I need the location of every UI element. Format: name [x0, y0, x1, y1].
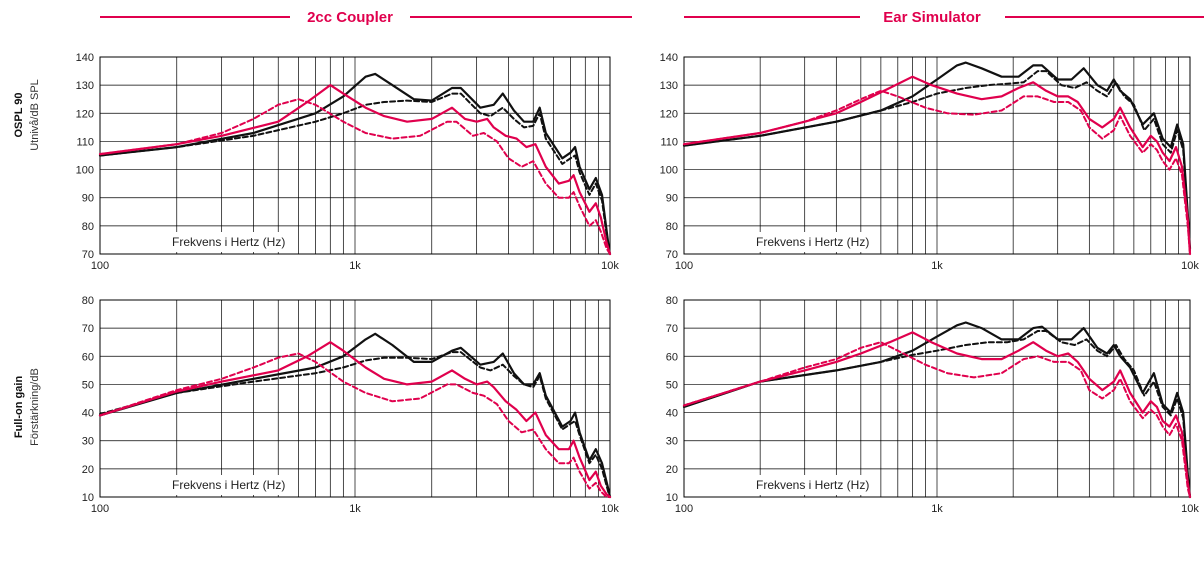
y-tick-label: 130: [660, 80, 678, 92]
y-tick-label: 60: [666, 351, 678, 363]
series-red-solid: [682, 331, 1192, 499]
row-title: OSPL 90: [13, 92, 25, 137]
x-tick-label: 100: [675, 260, 693, 272]
x-axis-label-bg: [168, 232, 296, 252]
column-title: 2cc Coupler: [307, 9, 393, 26]
series-red-solid: [98, 341, 612, 499]
x-tick-label: 1k: [349, 260, 361, 272]
series-red-solid: [98, 84, 612, 256]
y-tick-label: 140: [76, 52, 94, 64]
plot-frame: [683, 56, 1191, 255]
series-black-dashed: [683, 330, 1191, 498]
y-tick-label: 50: [82, 379, 94, 391]
series-red-dashed: [683, 89, 1191, 255]
x-axis-label-bg: [168, 475, 296, 495]
plot-frame: [683, 299, 1191, 498]
x-axis-label-bg: [752, 232, 880, 252]
series-black-dashed: [683, 70, 1191, 253]
chart-panel-1: 70 80 90 100 110 120 130 140 100 1k 10k Frekvens i …: [660, 52, 1200, 272]
x-tick-label: 100: [91, 260, 109, 272]
y-tick-label: 70: [666, 249, 678, 261]
series-black-dashed: [99, 351, 611, 498]
vertical-gridlines: [99, 300, 611, 497]
x-axis-label-text: Frekvens i Hertz (Hz): [756, 478, 869, 492]
vertical-gridlines: [683, 300, 1191, 497]
x-tick-label: 10k: [1181, 260, 1199, 272]
x-axis-label-bg: [752, 475, 880, 495]
row-label-ospl90: OSPL 90 Utnivå/dB SPL: [13, 79, 41, 151]
y-tick-label: 10: [82, 492, 94, 504]
y-tick-label: 110: [660, 136, 678, 148]
y-tick-label: 140: [660, 52, 678, 64]
y-tick-label: 80: [666, 221, 678, 233]
x-tick-label: 100: [91, 503, 109, 515]
x-axis-label: Frekvens i Hertz (Hz): [168, 475, 296, 495]
x-axis-label: Frekvens i Hertz (Hz): [168, 232, 296, 252]
x-axis-label: Frekvens i Hertz (Hz): [752, 475, 880, 495]
y-tick-label: 90: [82, 193, 94, 205]
y-tick-label: 50: [666, 379, 678, 391]
y-tick-label: 110: [76, 136, 94, 148]
y-tick-label: 30: [666, 436, 678, 448]
x-tick-label: 1k: [931, 503, 943, 515]
y-tick-label: 40: [82, 408, 94, 420]
row-subtitle: Utnivå/dB SPL: [29, 79, 41, 151]
x-tick-label: 100: [675, 503, 693, 515]
y-tick-label: 70: [82, 249, 94, 261]
y-tick-label: 80: [82, 295, 94, 307]
x-tick-label: 10k: [601, 260, 619, 272]
y-tick-label: 80: [666, 295, 678, 307]
x-axis-label: Frekvens i Hertz (Hz): [752, 232, 880, 252]
chart-panel-3: 10 20 30 40 50 60 70 80 100 1k 10k Frekvens i Hertz…: [666, 295, 1200, 515]
column-header-ear-simulator: Ear Simulator: [684, 9, 1204, 26]
series-red-dashed: [99, 352, 611, 498]
x-axis-label-text: Frekvens i Hertz (Hz): [756, 235, 869, 249]
y-tick-label: 100: [76, 165, 94, 177]
column-header-2cc-coupler: 2cc Coupler: [100, 9, 632, 26]
series-black-dashed: [99, 92, 611, 255]
y-tick-label: 120: [660, 108, 678, 120]
series-red-dashed: [683, 341, 1191, 498]
y-tick-label: 100: [660, 165, 678, 177]
row-label-full-on-gain: Full-on gain Förstärkning/dB: [13, 368, 41, 446]
y-tick-label: 70: [666, 323, 678, 335]
chart-panel-0: 70 80 90 100 110 120 130 140 100 1k 10k Frekvens i …: [76, 52, 620, 272]
x-axis-label-text: Frekvens i Hertz (Hz): [172, 235, 285, 249]
series-red-dashed: [99, 98, 611, 255]
y-tick-label: 90: [666, 193, 678, 205]
column-title: Ear Simulator: [883, 9, 981, 26]
x-tick-label: 1k: [931, 260, 943, 272]
x-tick-label: 10k: [1181, 503, 1199, 515]
y-tick-label: 80: [82, 221, 94, 233]
y-tick-label: 10: [666, 492, 678, 504]
x-axis-label-text: Frekvens i Hertz (Hz): [172, 478, 285, 492]
y-tick-label: 120: [76, 108, 94, 120]
y-tick-label: 60: [82, 351, 94, 363]
y-tick-label: 30: [82, 436, 94, 448]
x-tick-label: 10k: [601, 503, 619, 515]
series-red-solid: [682, 75, 1192, 256]
row-subtitle: Förstärkning/dB: [29, 368, 41, 446]
series-black-solid: [98, 72, 612, 256]
y-tick-label: 130: [76, 80, 94, 92]
y-tick-label: 20: [666, 464, 678, 476]
row-title: Full-on gain: [13, 376, 25, 439]
plot-frame: [99, 299, 611, 498]
x-tick-label: 1k: [349, 503, 361, 515]
y-tick-label: 20: [82, 464, 94, 476]
chart-panel-2: 10 20 30 40 50 60 70 80 100 1k 10k Frekvens i Hertz…: [82, 295, 620, 515]
y-tick-label: 40: [666, 408, 678, 420]
y-tick-label: 70: [82, 323, 94, 335]
